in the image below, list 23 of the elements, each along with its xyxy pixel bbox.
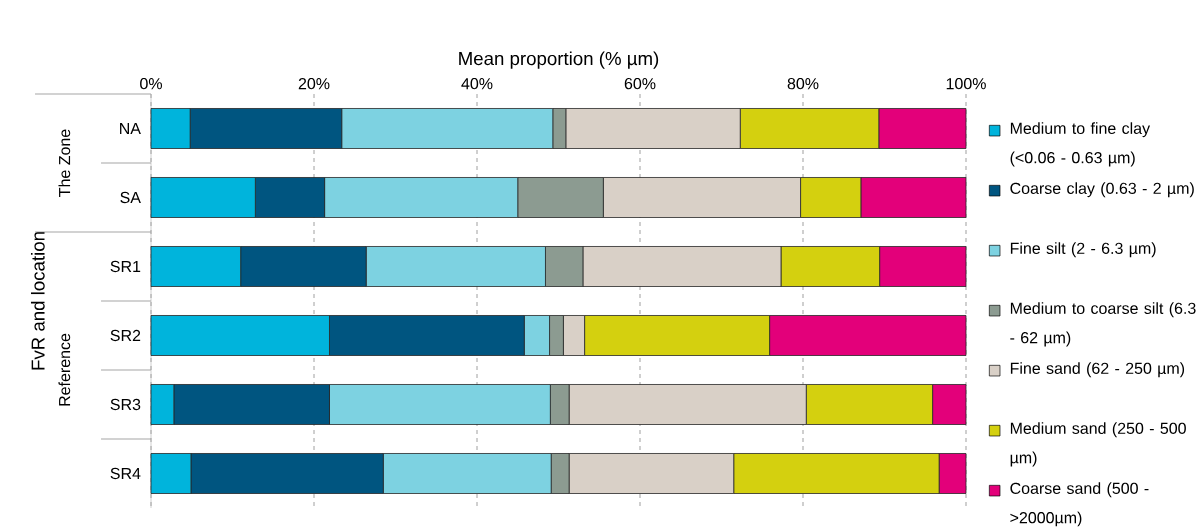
text: Reference <box>58 334 71 406</box>
x-tick-label: 80% <box>787 78 819 90</box>
y-tick-label: SR2 <box>110 330 141 342</box>
y-tick-label: SR1 <box>110 261 141 273</box>
legend-label: Coarse sand (500 - >2000µm) <box>1010 482 1149 527</box>
x-tick-label: 20% <box>298 78 330 90</box>
legend-label: Medium sand (250 - 500 µm) <box>1010 422 1186 467</box>
x-tick-label: 0% <box>140 78 162 90</box>
x-tick-label: 60% <box>624 78 656 90</box>
legend-label: Medium to fine clay (<0.06 - 0.63 µm) <box>1010 122 1151 167</box>
y-tick-label: SR4 <box>110 468 141 480</box>
y-axis-title: FvR and location <box>30 232 45 370</box>
legend-label: Fine sand (62 - 250 µm) <box>1010 362 1185 378</box>
y-tick-label: SR3 <box>110 399 141 411</box>
text: The Zone <box>58 129 71 198</box>
y-tick-label: SA <box>120 192 141 204</box>
x-axis-title: Mean proportion (% µm) <box>459 51 659 70</box>
y-tick-label: NA <box>120 123 141 135</box>
x-tick-label: 100% <box>946 78 986 90</box>
legend-label: Fine silt (2 - 6.3 µm) <box>1010 242 1156 258</box>
legend-label: Medium to coarse silt (6.3 - 62 µm) <box>1010 302 1196 347</box>
legend-label: Coarse clay (0.63 - 2 µm) <box>1010 182 1194 198</box>
x-tick-label: 40% <box>461 78 493 90</box>
